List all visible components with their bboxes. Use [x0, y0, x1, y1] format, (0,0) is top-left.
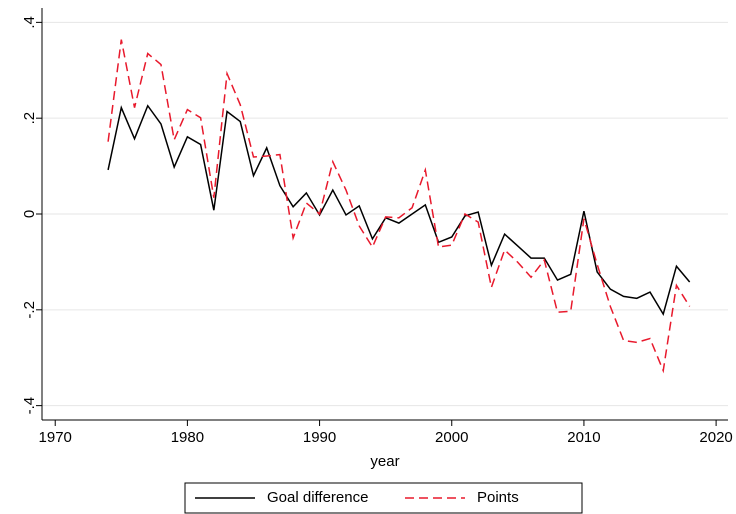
- y-tick-label: .2: [21, 112, 38, 125]
- x-tick-label: 1980: [171, 429, 204, 446]
- x-tick-label: 1970: [39, 429, 72, 446]
- x-axis-title: year: [370, 453, 399, 470]
- x-tick-label: 2000: [435, 429, 468, 446]
- y-tick-label: .4: [21, 16, 38, 29]
- series-line: [107, 39, 691, 374]
- x-tick-label: 2010: [567, 429, 600, 446]
- y-tick-label: 0: [21, 210, 38, 218]
- y-tick-label: -.4: [21, 397, 38, 415]
- y-tick-label: -.2: [21, 301, 38, 319]
- x-tick-label: 1990: [303, 429, 336, 446]
- x-tick-label: 2020: [699, 429, 732, 446]
- legend-label: Goal difference: [267, 489, 368, 506]
- series-line: [107, 104, 691, 317]
- legend-label: Points: [477, 489, 519, 506]
